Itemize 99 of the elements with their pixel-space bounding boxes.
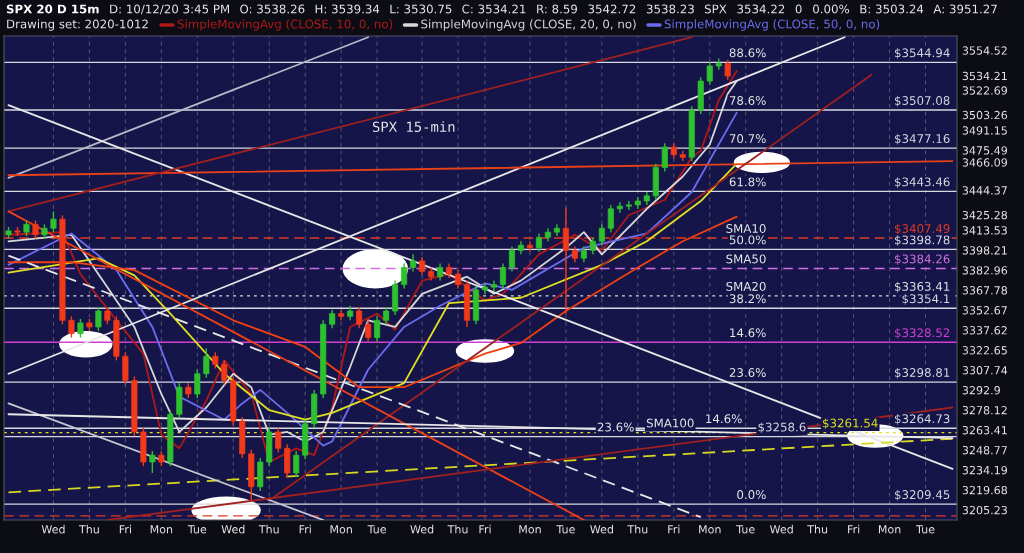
chart-title: SPX 20 D 15m (6, 4, 99, 14)
annotation: SMA100 (646, 418, 694, 428)
text: D: 10/12/20 3:45 PM (110, 4, 230, 15)
y-tick-label: 3337.62 (962, 326, 1007, 335)
annotation: SMA50 (726, 254, 766, 264)
y-tick-label: 3263.41 (962, 426, 1007, 435)
annotation: 38.2% (729, 294, 766, 304)
text: A: 3951.27 (933, 4, 997, 14)
x-tick-label: Tue (367, 525, 387, 534)
y-tick-label: 3205.23 (962, 505, 1007, 515)
x-tick-label: Wed (769, 524, 793, 534)
y-tick-label: 3413.53 (962, 226, 1007, 235)
y-tick-label: 3398.21 (962, 246, 1007, 255)
text: B: 3503.24 (860, 4, 924, 14)
y-tick-label: 3352.67 (962, 306, 1007, 315)
annotation: 23.6% (729, 368, 766, 378)
y-tick-label: 3554.52 (962, 46, 1007, 55)
y-tick-label: 3367.78 (962, 286, 1008, 295)
x-tick-label: Mon (699, 525, 721, 534)
x-tick-label: Thu (627, 524, 648, 534)
x-tick-label: Thu (78, 524, 99, 534)
annotation: SMA10 (726, 224, 766, 233)
x-tick-label: Thu (807, 524, 828, 534)
y-tick-label: 3444.37 (962, 186, 1007, 195)
y-tick-label: 3534.21 (962, 71, 1007, 81)
text: O: 3538.26 (240, 4, 305, 14)
x-tick-label: Tue (916, 525, 935, 534)
ref-line-label: $3354.1 (902, 294, 950, 305)
annotation: 0.0% (737, 490, 766, 500)
x-tick-label: Fri (299, 524, 311, 534)
text: Drawing set: 2020-1012 (7, 19, 148, 31)
ref-line-label: $3363.41 (894, 281, 950, 293)
ref-line-label: $3398.78 (894, 235, 950, 246)
y-tick-label: 3503.26 (962, 110, 1008, 120)
ref-line-label: $3443.46 (894, 177, 950, 188)
legend-label: SimpleMovingAvg (CLOSE, 20, 0, no) (421, 19, 636, 31)
annotation: 70.7% (729, 134, 766, 144)
x-tick-label: Mon (878, 525, 901, 534)
x-tick-label: Wed (590, 524, 613, 534)
x-tick-label: Fri (848, 524, 860, 534)
text: SPX (704, 4, 727, 14)
x-tick-label: Fri (479, 524, 491, 534)
x-tick-label: Fri (119, 524, 131, 534)
annotation: 23.6% (597, 422, 634, 432)
x-tick-label: Fri (668, 524, 680, 534)
x-tick-label: Mon (150, 525, 173, 534)
annotation: 50.0% (729, 235, 766, 245)
y-tick-label: 3475.49 (962, 146, 1008, 155)
text: 0.00% (813, 4, 850, 14)
x-tick-label: Mon (519, 525, 541, 534)
ref-line-label: $3209.45 (894, 489, 950, 501)
text: H: 3539.34 (315, 4, 380, 14)
ref-line-label: $3544.94 (894, 48, 950, 59)
y-tick-label: 3466.09 (962, 158, 1008, 167)
text: C: 3534.21 (462, 4, 526, 14)
x-tick-label: Wed (410, 524, 434, 534)
legend-label: SimpleMovingAvg (CLOSE, 50, 0, no) (664, 19, 880, 31)
ref-line-label: $3328.52 (894, 328, 950, 339)
text: R: 8.59 (537, 4, 578, 14)
y-tick-label: 3234.19 (962, 465, 1008, 475)
y-tick-label: 3307.74 (962, 366, 1008, 375)
text: 3542.72 (588, 4, 636, 14)
x-tick-label: Thu (447, 524, 468, 534)
annotation: 61.8% (729, 177, 766, 187)
ref-line-label: $3298.81 (894, 367, 950, 379)
x-tick-label: Wed (221, 524, 245, 534)
y-tick-label: 3382.96 (962, 266, 1008, 275)
y-tick-label: 3278.12 (962, 406, 1007, 415)
ref-line-label: $3477.16 (894, 133, 950, 145)
y-tick-label: 3248.77 (962, 445, 1007, 455)
ref-line-label: $3261.54 (822, 418, 878, 430)
y-tick-label: 3219.68 (962, 485, 1008, 495)
ref-line-label: $3258.6 (758, 422, 806, 434)
ref-line-label: $3407.49 (894, 223, 950, 235)
annotation: 78.6% (729, 96, 766, 105)
ref-line-label: $3264.73 (894, 414, 950, 425)
y-tick-label: 3522.69 (962, 86, 1008, 95)
y-tick-label: 3322.65 (962, 346, 1007, 355)
annotation: 14.6% (730, 328, 766, 338)
y-tick-label: 3292.9 (962, 386, 1000, 395)
x-tick-label: Mon (330, 525, 352, 534)
annotation: SMA20 (726, 281, 766, 291)
x-tick-label: Wed (41, 524, 65, 534)
x-tick-label: Tue (556, 525, 575, 534)
annotation: 14.6% (706, 414, 742, 424)
ref-line-label: $3384.26 (894, 254, 950, 265)
text: SPX 15-min (372, 121, 455, 133)
annotation: 88.6% (729, 48, 766, 58)
legend-label: SimpleMovingAvg (CLOSE, 10, 0, no) (177, 19, 393, 31)
text: 3538.23 (646, 4, 694, 14)
y-tick-label: 3491.15 (962, 126, 1007, 135)
x-tick-label: Tue (187, 525, 207, 534)
x-tick-label: Thu (258, 524, 279, 534)
ref-line-label: $3507.08 (894, 95, 950, 107)
text: 0 (795, 4, 802, 14)
x-tick-label: Tue (736, 525, 755, 534)
y-tick-label: 3425.28 (962, 210, 1008, 220)
text: 3534.22 (737, 4, 785, 14)
text: L: 3530.75 (390, 4, 452, 14)
